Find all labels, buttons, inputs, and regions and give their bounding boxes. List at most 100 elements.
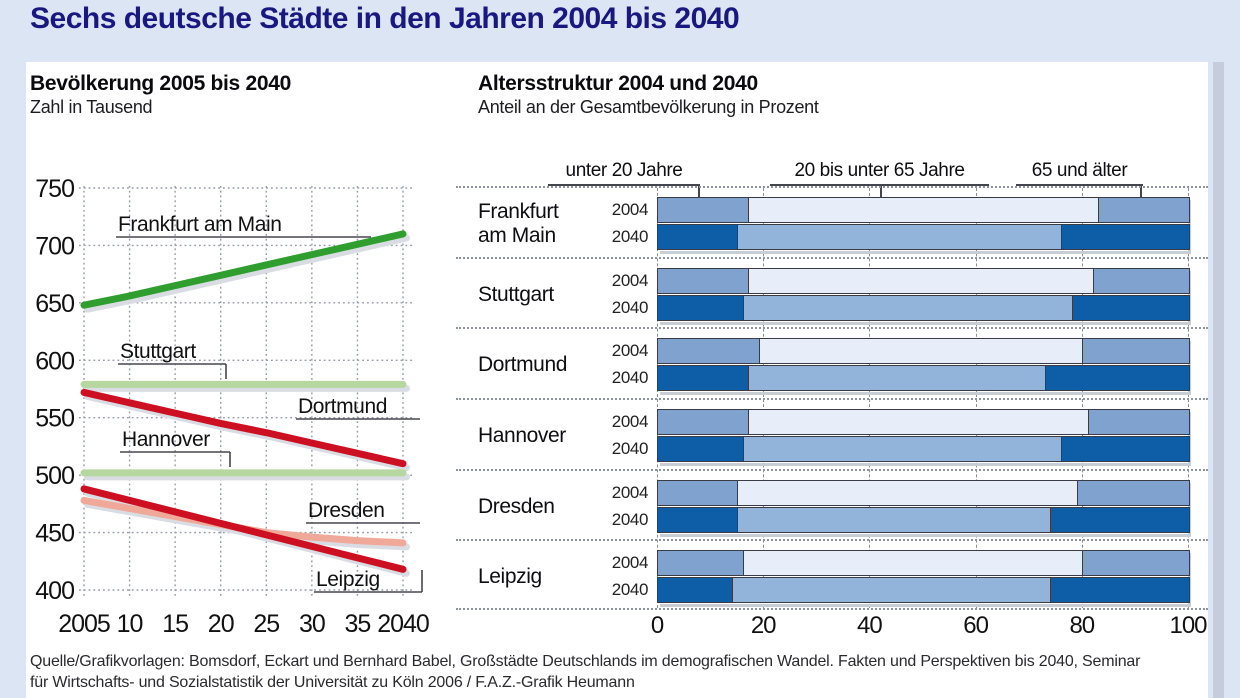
- agestructure-chart-subtitle: Anteil an der Gesamtbevölkerung in Proze…: [478, 97, 819, 117]
- bar-segment-unter-20-jahre: [658, 366, 748, 390]
- source-credit: Quelle/Grafikvorlagen: Bomsdorf, Eckart …: [30, 651, 1205, 693]
- population-line-chart: 400 450 500 550 600 650 700 750 2005 10 15 20 25 30 35…: [35, 175, 430, 638]
- y-axis-tick: 450: [35, 520, 74, 548]
- population-chart-subtitle: Zahl in Tausend: [30, 97, 153, 117]
- x-axis-tick: 60: [963, 612, 989, 639]
- bar-segment-unter-20-jahre: [658, 296, 743, 320]
- group-separator-line: [456, 257, 1208, 259]
- bar-frankfurt-am-main-2040: [657, 224, 1190, 250]
- series-label-dresden: Dresden: [308, 499, 385, 522]
- x-axis-tick: 20: [208, 610, 234, 638]
- series-label-dortmund: Dortmund: [298, 395, 387, 418]
- city-label-line: Stuttgart: [478, 283, 554, 306]
- bar-segment-unter-20-jahre: [658, 578, 733, 602]
- bar-segment-65-und-lter: [1087, 410, 1189, 434]
- legend-callout-line: [698, 186, 700, 199]
- x-axis-tick: 2040: [377, 610, 429, 638]
- group-separator-line: [456, 186, 1208, 188]
- bar-segment-20-bis-unter-65-jahre: [747, 269, 1093, 293]
- bar-segment-65-und-lter: [1092, 269, 1189, 293]
- city-label-stuttgart: Stuttgart: [478, 283, 598, 307]
- bar-segment-65-und-lter: [1076, 481, 1189, 505]
- bar-segment-20-bis-unter-65-jahre: [742, 296, 1072, 320]
- year-label-2040: 2040: [611, 510, 649, 529]
- bar-segment-65-und-lter: [1098, 198, 1189, 222]
- source-line-2: für Wirtschafts- und Sozialstatistik der…: [30, 674, 635, 691]
- y-axis-tick: 500: [35, 462, 74, 490]
- bar-stuttgart-2040: [657, 295, 1190, 321]
- bar-segment-65-und-lter: [1071, 296, 1189, 320]
- source-line-1: Quelle/Grafikvorlagen: Bomsdorf, Eckart …: [30, 653, 1141, 670]
- bar-segment-20-bis-unter-65-jahre: [737, 481, 1077, 505]
- city-label-frankfurt-am-main: Frankfurt am Main: [478, 200, 598, 248]
- group-separator-line: [456, 327, 1208, 329]
- city-label-hannover: Hannover: [478, 424, 598, 448]
- bar-segment-20-bis-unter-65-jahre: [758, 339, 1083, 363]
- bar-frankfurt-am-main-2004: [657, 197, 1190, 223]
- year-label-2004: 2004: [611, 412, 649, 431]
- x-axis-tick: 40: [857, 612, 883, 639]
- bar-segment-unter-20-jahre: [658, 551, 743, 575]
- bar-segment-65-und-lter: [1050, 578, 1189, 602]
- x-axis-tick: 25: [253, 610, 279, 638]
- bar-dresden-2004: [657, 480, 1190, 506]
- city-label-line: Hannover: [478, 424, 566, 447]
- population-chart-title: Bevölkerung 2005 bis 2040: [30, 72, 291, 95]
- bar-segment-65-und-lter: [1061, 437, 1190, 461]
- legend-callout-line: [880, 186, 882, 199]
- bar-segment-65-und-lter: [1050, 508, 1189, 532]
- right-edge-strip: [1213, 62, 1224, 698]
- series-label-leipzig: Leipzig: [316, 568, 380, 591]
- bar-segment-65-und-lter: [1082, 551, 1189, 575]
- year-label-2004: 2004: [611, 341, 649, 360]
- bar-dresden-2040: [657, 507, 1190, 533]
- y-axis-tick: 550: [35, 405, 74, 433]
- bar-hannover-2004: [657, 409, 1190, 435]
- year-label-2040: 2040: [611, 580, 649, 599]
- city-label-line: Frankfurt: [478, 200, 559, 223]
- bar-segment-20-bis-unter-65-jahre: [747, 366, 1046, 390]
- city-label-line: Dortmund: [478, 353, 568, 376]
- bar-segment-65-und-lter: [1045, 366, 1189, 390]
- y-axis-tick: 400: [35, 577, 74, 605]
- bar-segment-20-bis-unter-65-jahre: [737, 508, 1051, 532]
- x-axis-tick: 10: [117, 610, 143, 638]
- bar-segment-unter-20-jahre: [658, 339, 759, 363]
- bar-pair-dortmund: [657, 338, 1190, 392]
- group-separator-line: [456, 539, 1208, 541]
- series-label-hannover: Hannover: [122, 428, 210, 451]
- line-frankfurt-am-main: [80, 230, 407, 309]
- line-dortmund: [80, 388, 407, 468]
- year-label-2040: 2040: [611, 298, 649, 317]
- x-axis-tick: 30: [299, 610, 325, 638]
- line-shadow: [84, 234, 410, 313]
- city-label-leipzig: Leipzig: [478, 565, 598, 589]
- x-axis-tick: 2005: [58, 610, 110, 638]
- line-leipzig: [80, 485, 407, 573]
- year-label-2004: 2004: [611, 200, 649, 219]
- bar-segment-20-bis-unter-65-jahre: [742, 437, 1062, 461]
- y-axis-tick: 700: [35, 232, 74, 260]
- year-label-2004: 2004: [611, 483, 649, 502]
- bar-segment-unter-20-jahre: [658, 410, 748, 434]
- bar-leipzig-2004: [657, 550, 1190, 576]
- legend-callout-line: [1140, 186, 1142, 199]
- bar-pair-dresden: [657, 480, 1190, 534]
- y-axis-tick: 750: [35, 175, 74, 203]
- year-label-2040: 2040: [611, 439, 649, 458]
- x-axis-tick: 0: [650, 612, 664, 639]
- x-axis-tick: 35: [345, 610, 371, 638]
- page-title: Sechs deutsche Städte in den Jahren 2004…: [30, 2, 740, 35]
- legend-65-plus: 65 und älter: [1016, 160, 1143, 186]
- city-label-dresden: Dresden: [478, 495, 598, 519]
- group-separator-line: [456, 608, 1208, 610]
- x-axis-tick: 15: [162, 610, 188, 638]
- bar-dortmund-2040: [657, 365, 1190, 391]
- bar-pair-frankfurt-am-main: [657, 197, 1190, 251]
- year-label-2004: 2004: [611, 271, 649, 290]
- y-axis-tick: 650: [35, 290, 74, 318]
- group-separator-line: [456, 469, 1208, 471]
- series-label-stuttgart: Stuttgart: [120, 340, 196, 363]
- bar-segment-unter-20-jahre: [658, 269, 748, 293]
